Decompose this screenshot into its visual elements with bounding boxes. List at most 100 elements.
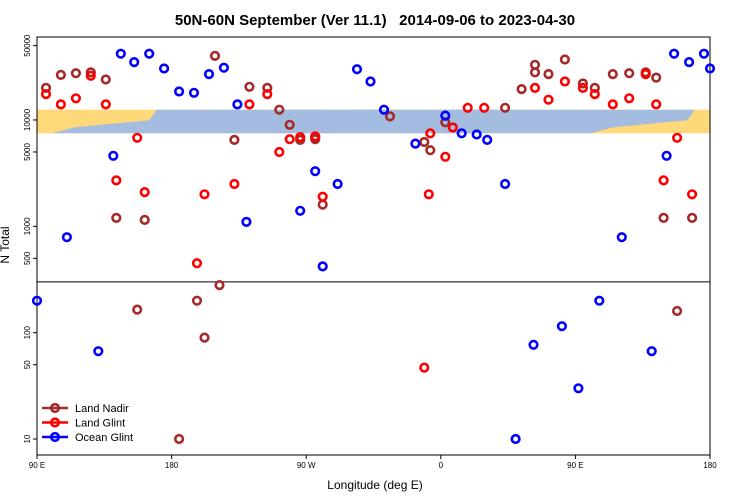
- land-nadir-point: [209, 50, 221, 62]
- ocean-glint-point: [646, 346, 657, 357]
- legend-marker-land-glint: [49, 417, 61, 428]
- land-glint-point: [479, 102, 490, 113]
- land-nadir-point: [139, 214, 150, 225]
- y-tick-label: 100: [23, 325, 32, 339]
- land-glint-point: [651, 99, 662, 110]
- ocean-glint-point: [295, 205, 306, 216]
- y-tick-label: 5000: [23, 143, 32, 161]
- land-nadir-point: [419, 136, 430, 148]
- land-nadir-point: [244, 81, 255, 92]
- land-glint-point: [111, 175, 122, 186]
- land-nadir-point: [111, 212, 122, 223]
- legend-label-land-nadir: Land Nadir: [75, 403, 129, 415]
- land-glint-point: [607, 99, 618, 110]
- land-nadir-point: [589, 82, 600, 93]
- ocean-glint-point: [482, 134, 493, 145]
- ocean-glint-point: [174, 86, 185, 97]
- land-glint-point: [139, 187, 150, 198]
- land-glint-point: [640, 68, 651, 80]
- x-tick-label: 90 W: [297, 461, 316, 470]
- land-glint-point: [624, 93, 635, 104]
- y-tick-label: 50: [23, 360, 32, 369]
- y-axis: 10 50 100 500 1000 5000 10000 50000: [23, 34, 37, 443]
- ocean-glint-point: [129, 56, 140, 68]
- land-nadir-point: [199, 332, 210, 343]
- land-nadir-point: [529, 59, 541, 70]
- land-nadir-point: [384, 111, 396, 122]
- y-tick-label: 500: [23, 251, 32, 265]
- x-tick-label: 180: [165, 461, 179, 470]
- ocean-glint-point: [317, 261, 328, 272]
- map-land-shape: [351, 109, 384, 125]
- ocean-glint-point: [456, 128, 467, 139]
- land-nadir-point: [577, 78, 589, 89]
- map-land-shape: [445, 109, 504, 127]
- land-nadir-point: [229, 134, 240, 145]
- ocean-glint-point: [528, 339, 539, 350]
- land-glint-point: [191, 258, 203, 269]
- land-glint-point: [425, 128, 436, 139]
- y-tick-label: 50000: [23, 34, 32, 57]
- ocean-glint-point: [310, 166, 321, 177]
- y-tick-label: 10: [23, 434, 32, 443]
- y-axis-label: N Total: [0, 226, 12, 263]
- land-nadir-point: [658, 212, 669, 223]
- ocean-glint-point: [93, 346, 104, 357]
- land-nadir-point: [317, 199, 328, 210]
- ocean-glint-point: [668, 48, 680, 59]
- ocean-glint-point: [218, 62, 229, 73]
- ocean-glint-point: [698, 48, 710, 59]
- land-glint-point: [199, 189, 210, 200]
- ocean-glint-point: [440, 110, 451, 121]
- ocean-glint-point: [241, 216, 252, 227]
- data-points: [31, 48, 716, 445]
- land-nadir-point: [132, 304, 143, 315]
- land-glint-point: [447, 122, 458, 133]
- ocean-glint-point: [332, 178, 343, 190]
- ocean-glint-point: [616, 232, 627, 243]
- land-nadir-point: [624, 68, 635, 79]
- land-glint-point: [423, 189, 434, 200]
- land-nadir-point: [274, 104, 285, 115]
- land-glint-point: [559, 76, 571, 87]
- plot-frame: [36, 36, 711, 456]
- land-glint-point: [262, 88, 273, 100]
- land-glint-point: [55, 99, 67, 110]
- ocean-glint-point: [232, 99, 243, 110]
- x-axis-label: Longitude (deg E): [327, 478, 422, 492]
- ocean-glint-point: [365, 76, 376, 87]
- land-glint-point: [310, 131, 321, 142]
- land-glint-point: [529, 82, 541, 93]
- land-nadir-point: [607, 68, 618, 80]
- ocean-glint-point: [410, 138, 421, 149]
- land-nadir-point: [55, 69, 67, 80]
- ocean-glint-point: [351, 64, 363, 75]
- land-nadir-point: [543, 68, 554, 80]
- land-nadir-point: [40, 82, 52, 93]
- map-land-shape: [288, 109, 325, 129]
- land-glint-point: [274, 146, 285, 158]
- ocean-glint-point: [661, 150, 672, 161]
- land-nadir-point: [425, 145, 436, 156]
- land-nadir-point: [516, 83, 527, 95]
- world-map-band: [37, 109, 710, 134]
- land-glint-point: [462, 102, 473, 113]
- y-tick-label: 10000: [23, 108, 32, 131]
- land-glint-point: [543, 94, 554, 105]
- ocean-glint-point: [556, 321, 568, 332]
- land-nadir-point: [174, 433, 185, 445]
- x-tick-label: 90 E: [29, 461, 45, 470]
- ocean-glint-point: [500, 178, 511, 190]
- legend-label-ocean-glint: Ocean Glint: [75, 432, 133, 444]
- legend-label-land-glint: Land Glint: [75, 418, 125, 430]
- ocean-glint-point: [378, 104, 390, 115]
- x-axis: 90 E 180 90 W 0 90 E 180: [29, 455, 717, 470]
- land-nadir-point: [686, 212, 698, 223]
- land-nadir-point: [214, 280, 225, 291]
- x-tick-label: 90 E: [567, 461, 583, 470]
- ocean-glint-point: [188, 87, 200, 98]
- land-nadir-point: [671, 305, 683, 317]
- land-nadir-point: [100, 74, 111, 85]
- land-glint-point: [295, 132, 306, 143]
- land-glint-point: [671, 132, 683, 143]
